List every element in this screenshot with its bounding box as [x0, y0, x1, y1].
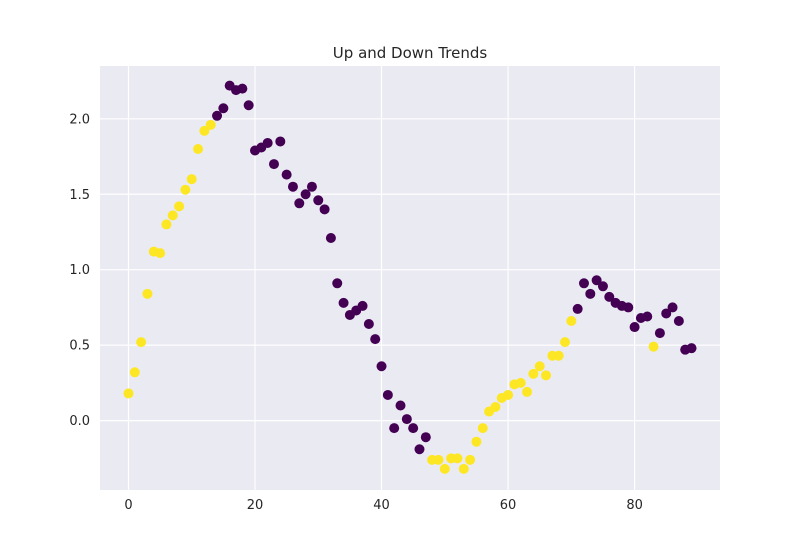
data-point — [218, 103, 229, 114]
data-point — [522, 386, 533, 397]
x-tick-label: 80 — [626, 498, 643, 513]
data-point — [212, 110, 223, 121]
data-point — [262, 137, 273, 148]
data-point — [193, 143, 204, 154]
x-tick-label: 20 — [247, 498, 264, 513]
data-point — [306, 181, 317, 192]
data-point — [389, 423, 400, 434]
data-point — [471, 436, 482, 447]
data-point — [199, 125, 210, 136]
data-point — [572, 303, 583, 314]
data-point — [382, 389, 393, 400]
data-point — [287, 181, 298, 192]
data-point — [275, 136, 286, 147]
x-tick-label: 60 — [500, 498, 517, 513]
data-point — [142, 288, 153, 299]
data-point — [648, 341, 659, 352]
data-point — [363, 319, 374, 330]
data-point — [541, 370, 552, 381]
data-point — [490, 402, 501, 413]
data-point — [174, 201, 185, 212]
data-point — [604, 291, 615, 302]
data-point — [155, 248, 166, 259]
data-point — [465, 454, 476, 465]
data-point — [319, 204, 330, 215]
x-tick-label: 0 — [124, 498, 132, 513]
data-points — [123, 80, 697, 474]
data-point — [673, 316, 684, 327]
data-point — [686, 343, 697, 354]
chart-title: Up and Down Trends — [333, 44, 488, 62]
data-point — [629, 322, 640, 333]
data-point — [357, 300, 368, 311]
data-point — [503, 389, 514, 400]
data-point — [528, 368, 539, 379]
data-point — [534, 361, 545, 372]
data-point — [477, 423, 488, 434]
data-point — [654, 328, 665, 339]
data-point — [433, 454, 444, 465]
x-tick-label: 40 — [373, 498, 390, 513]
data-point — [180, 184, 191, 195]
data-point — [376, 361, 387, 372]
data-point — [161, 219, 172, 230]
data-point — [458, 463, 469, 474]
data-point — [338, 297, 349, 308]
data-point — [205, 119, 216, 130]
data-point — [325, 233, 336, 244]
data-point — [300, 189, 311, 200]
data-point — [414, 444, 425, 455]
data-point — [591, 275, 602, 286]
data-point — [585, 288, 596, 299]
x-axis-ticks: 0 20 40 60 80 — [124, 498, 643, 513]
y-tick-label: 2.0 — [69, 112, 90, 127]
data-point — [167, 210, 178, 221]
data-point — [667, 302, 678, 313]
data-point — [597, 281, 608, 292]
y-axis-ticks: 0.0 0.5 1.0 1.5 2.0 — [69, 112, 90, 429]
data-point — [578, 278, 589, 289]
data-point — [281, 169, 292, 180]
data-point — [123, 388, 134, 399]
y-tick-label: 0.0 — [69, 414, 90, 429]
data-point — [661, 308, 672, 319]
data-point — [566, 316, 577, 327]
data-point — [420, 432, 431, 443]
data-point — [408, 423, 419, 434]
data-point — [439, 463, 450, 474]
data-point — [136, 337, 147, 348]
data-point — [623, 302, 634, 313]
y-tick-label: 1.5 — [69, 188, 90, 203]
data-point — [642, 311, 653, 322]
data-point — [313, 195, 324, 206]
data-point — [452, 453, 463, 464]
data-point — [401, 414, 412, 425]
data-point — [186, 174, 197, 185]
data-point — [370, 334, 381, 345]
data-point — [395, 400, 406, 411]
data-point — [515, 377, 526, 388]
y-tick-label: 0.5 — [69, 339, 90, 354]
data-point — [129, 367, 140, 378]
data-point — [553, 350, 564, 361]
y-tick-label: 1.0 — [69, 263, 90, 278]
data-point — [237, 83, 248, 94]
data-point — [560, 337, 570, 348]
data-point — [332, 278, 343, 289]
data-point — [294, 198, 305, 209]
data-point — [268, 159, 279, 170]
data-point — [243, 100, 254, 111]
